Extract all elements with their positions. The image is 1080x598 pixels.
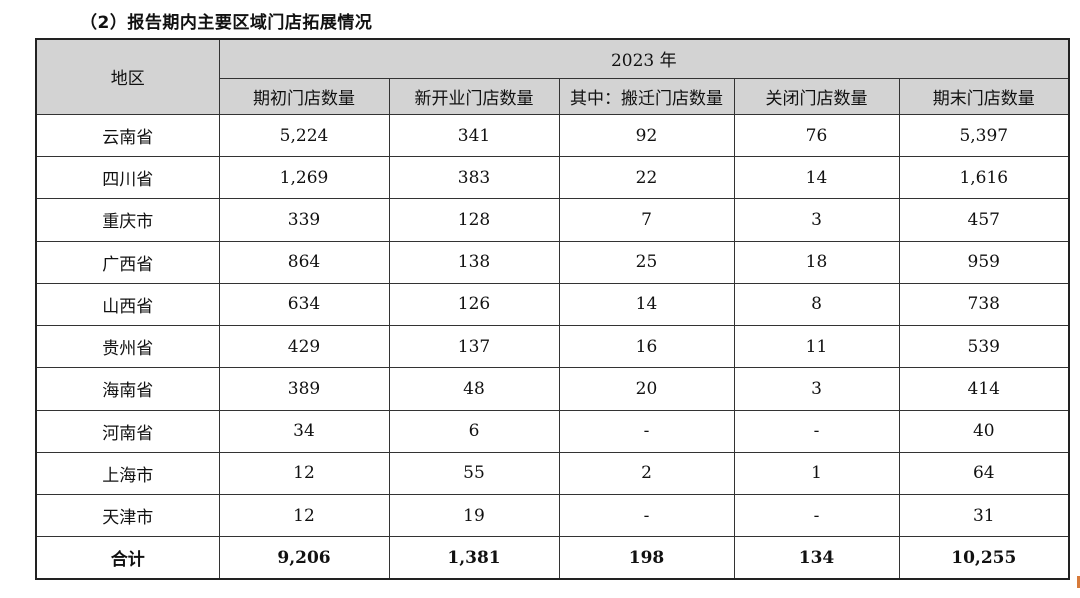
value-cell: 92 xyxy=(558,113,735,158)
value-cell: 2 xyxy=(558,451,735,496)
value-cell: 22 xyxy=(558,156,735,200)
value-cell: 341 xyxy=(388,113,560,158)
table-row: 河南省 34 6- -40 xyxy=(35,409,1070,453)
column-header: 期末门店数量 xyxy=(898,77,1070,115)
value-cell: 3 xyxy=(733,198,900,242)
value-cell: 18 xyxy=(733,240,900,284)
header-row-1: 地区 2023 年 xyxy=(35,38,1070,115)
value-cell: 14 xyxy=(558,282,735,327)
value-cell: 7 xyxy=(558,198,735,242)
value-cell: 634 xyxy=(218,282,390,327)
table-row: 上海市 12 55 2 1 64 xyxy=(35,451,1070,496)
value-cell: - xyxy=(733,494,900,538)
region-cell: 四川省 xyxy=(35,156,220,200)
table-row: 海南省 389 48 20 3 414 xyxy=(35,367,1070,411)
table-row: 云南省 5,224 341 92 76 5,397 xyxy=(35,113,1070,158)
value-cell: 414 xyxy=(898,367,1070,411)
region-cell: 贵州省 xyxy=(35,325,220,369)
value-cell: 457 xyxy=(898,198,1070,242)
value-cell: 137 xyxy=(388,325,560,369)
value-cell: 429 xyxy=(218,325,390,369)
value-cell: 19 xyxy=(388,494,560,538)
total-label: 合计 xyxy=(35,536,220,580)
value-cell: 6 xyxy=(388,409,560,453)
value-cell: 64 xyxy=(898,451,1070,496)
value-cell: 76 xyxy=(733,113,900,158)
column-header: 期初门店数量 xyxy=(218,77,390,115)
value-cell: 14 xyxy=(733,156,900,200)
total-cell: 9,206 xyxy=(218,536,390,580)
total-cell: 134 xyxy=(733,536,900,580)
value-cell: 864 xyxy=(218,240,390,284)
edge-marker xyxy=(1077,576,1080,588)
total-row: 合计 9,206 1,381 198 134 10,255 xyxy=(35,536,1070,580)
region-cell: 重庆市 xyxy=(35,198,220,242)
column-header: 新开业门店数量 xyxy=(388,77,560,115)
value-cell: 389 xyxy=(218,367,390,411)
region-header: 地区 xyxy=(35,38,220,115)
value-cell: 40 xyxy=(898,409,1070,453)
region-cell: 河南省 xyxy=(35,409,220,453)
value-cell: 1,616 xyxy=(898,156,1070,200)
total-cell: 1,381 xyxy=(388,536,560,580)
value-cell: 539 xyxy=(898,325,1070,369)
value-cell: 138 xyxy=(388,240,560,284)
region-cell: 海南省 xyxy=(35,367,220,411)
table-row: 广西省 864 138 25 18 959 xyxy=(35,240,1070,284)
value-cell: 31 xyxy=(898,494,1070,538)
region-cell: 广西省 xyxy=(35,240,220,284)
table-row: 贵州省 429 137 16 11 539 xyxy=(35,325,1070,369)
value-cell: 3 xyxy=(733,367,900,411)
value-cell: 5,224 xyxy=(218,113,390,158)
column-header: 其中：搬迁门店数量 xyxy=(558,77,735,115)
table-row: 天津市 12 19- -31 xyxy=(35,494,1070,538)
value-cell: 12 xyxy=(218,494,390,538)
value-cell: 55 xyxy=(388,451,560,496)
value-cell: 25 xyxy=(558,240,735,284)
value-cell: 738 xyxy=(898,282,1070,327)
value-cell: - xyxy=(733,409,900,453)
value-cell: 1 xyxy=(733,451,900,496)
value-cell: 48 xyxy=(388,367,560,411)
value-cell: 11 xyxy=(733,325,900,369)
value-cell: 126 xyxy=(388,282,560,327)
region-cell: 天津市 xyxy=(35,494,220,538)
value-cell: 1,269 xyxy=(218,156,390,200)
value-cell: 128 xyxy=(388,198,560,242)
table-row: 山西省 634 126 14 8 738 xyxy=(35,282,1070,327)
value-cell: 34 xyxy=(218,409,390,453)
total-cell: 198 xyxy=(558,536,735,580)
value-cell: 12 xyxy=(218,451,390,496)
section-heading: （2）报告期内主要区域门店拓展情况 xyxy=(80,13,373,33)
store-expansion-table: 地区 2023 年 期初门店数量 新开业门店数量 其中：搬迁门店数量 关闭门店数… xyxy=(35,38,1071,580)
region-cell: 云南省 xyxy=(35,113,220,158)
total-cell: 10,255 xyxy=(898,536,1070,580)
value-cell: - xyxy=(558,409,735,453)
value-cell: 8 xyxy=(733,282,900,327)
header-row-2: 期初门店数量 新开业门店数量 其中：搬迁门店数量 关闭门店数量 期末门店数量 xyxy=(36,77,1070,115)
value-cell: 383 xyxy=(388,156,560,200)
value-cell: 16 xyxy=(558,325,735,369)
column-header: 关闭门店数量 xyxy=(733,77,900,115)
value-cell: 339 xyxy=(218,198,390,242)
value-cell: 5,397 xyxy=(898,113,1070,158)
value-cell: 20 xyxy=(558,367,735,411)
region-cell: 山西省 xyxy=(35,282,220,327)
year-header: 2023 年 xyxy=(218,38,1070,79)
value-cell: 959 xyxy=(898,240,1070,284)
value-cell: - xyxy=(558,494,735,538)
table-row: 重庆市 339 128 7 3 457 xyxy=(35,198,1070,242)
region-cell: 上海市 xyxy=(35,451,220,496)
table-row: 四川省 1,269 383 22 14 1,616 xyxy=(35,156,1070,200)
